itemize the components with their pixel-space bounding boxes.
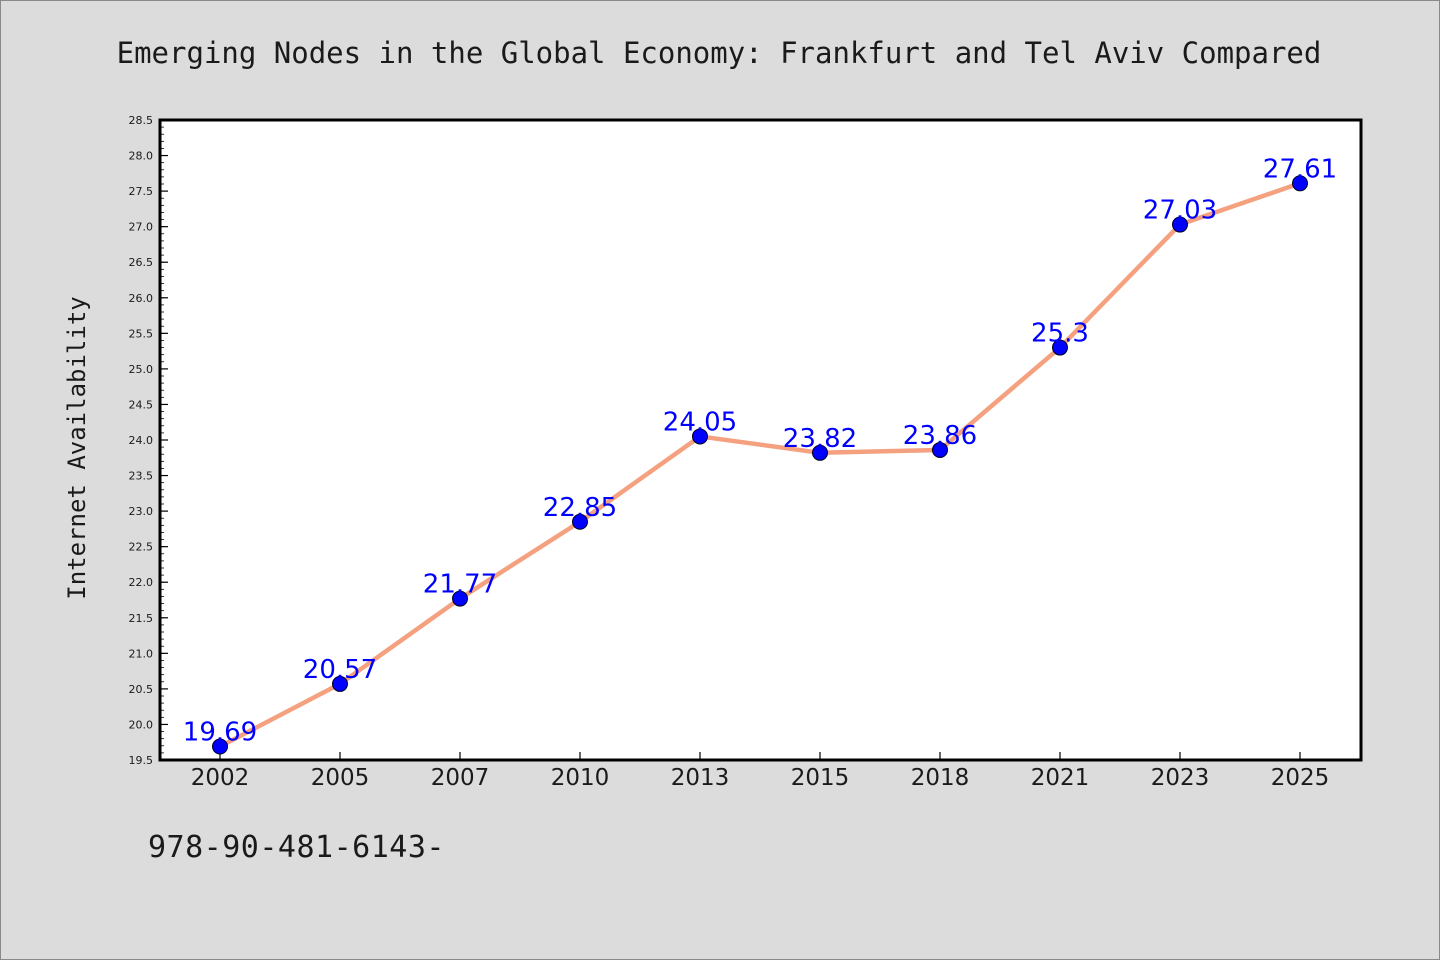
y-axis: 19.5 20.0 20.5 21.0 21.5 22.0 22.5 23.0 23.5 24.0… [129,114,168,767]
y-tick-label: 19.5 [129,754,154,767]
x-tick-label: 2021 [1031,765,1090,791]
x-tick-label: 2023 [1151,765,1210,791]
data-point [692,428,708,445]
data-labels-group: 19.69 20.57 21.77 22.85 24.05 23.82 23.86 25.3 2… [183,154,1337,747]
y-tick-label: 27.0 [129,221,154,234]
y-tick-label: 28.5 [129,114,154,127]
data-label: 23.82 [783,424,857,454]
data-label: 22.85 [543,493,617,523]
data-label: 27.61 [1263,154,1337,184]
y-tick-label: 20.0 [129,718,154,731]
y-tick-label: 26.5 [129,256,154,269]
data-label: 23.86 [903,421,977,451]
data-point [572,513,588,530]
series-line [217,181,1303,749]
x-tick-label: 2018 [911,765,970,791]
data-label: 24.05 [663,407,737,437]
plot-area [160,120,1361,760]
data-label: 25.3 [1031,319,1089,349]
data-point [932,441,948,458]
data-point [212,738,228,755]
x-tick-label: 2005 [311,765,370,791]
y-tick-label: 21.0 [129,647,154,660]
y-tick-label: 26.0 [129,292,154,305]
data-point [1292,175,1308,192]
data-point [332,675,348,692]
x-tick-label: 2015 [791,765,850,791]
x-tick-label: 2025 [1271,765,1330,791]
x-tick-label: 2013 [671,765,730,791]
y-tick-label: 25.5 [129,327,154,340]
series-line-group [217,181,1303,749]
y-tick-label: 28.0 [129,150,154,163]
y-tick-label: 23.5 [129,470,154,483]
y-tick-label: 24.0 [129,434,154,447]
y-axis-label: Internet Availability [63,296,91,599]
y-tick-label: 21.5 [129,612,154,625]
data-point [812,444,828,461]
data-point [1172,216,1188,233]
data-label: 21.77 [423,570,497,600]
data-label: 27.03 [1143,196,1217,226]
data-label: 20.57 [303,655,377,685]
x-axis: 2002 2005 2007 2010 2013 2015 2018 2021 2023 2025 [191,752,1330,791]
y-tick-label: 20.5 [129,683,154,696]
data-point [452,590,468,607]
x-tick-label: 2007 [431,765,490,791]
plot-border [158,118,1363,762]
y-tick-label: 23.0 [129,505,154,518]
chart-title: Emerging Nodes in the Global Economy: Fr… [117,36,1322,70]
y-tick-label: 27.5 [129,185,154,198]
y-tick-label: 25.0 [129,363,154,376]
markers-group [212,175,1308,755]
data-label: 19.69 [183,717,257,747]
data-point [1052,339,1068,356]
y-tick-label: 22.0 [129,576,154,589]
y-tick-label: 22.5 [129,541,154,554]
x-tick-label: 2002 [191,765,250,791]
x-tick-label: 2010 [551,765,610,791]
y-tick-label: 24.5 [129,398,154,411]
footer-code: 978-90-481-6143- [148,830,445,865]
